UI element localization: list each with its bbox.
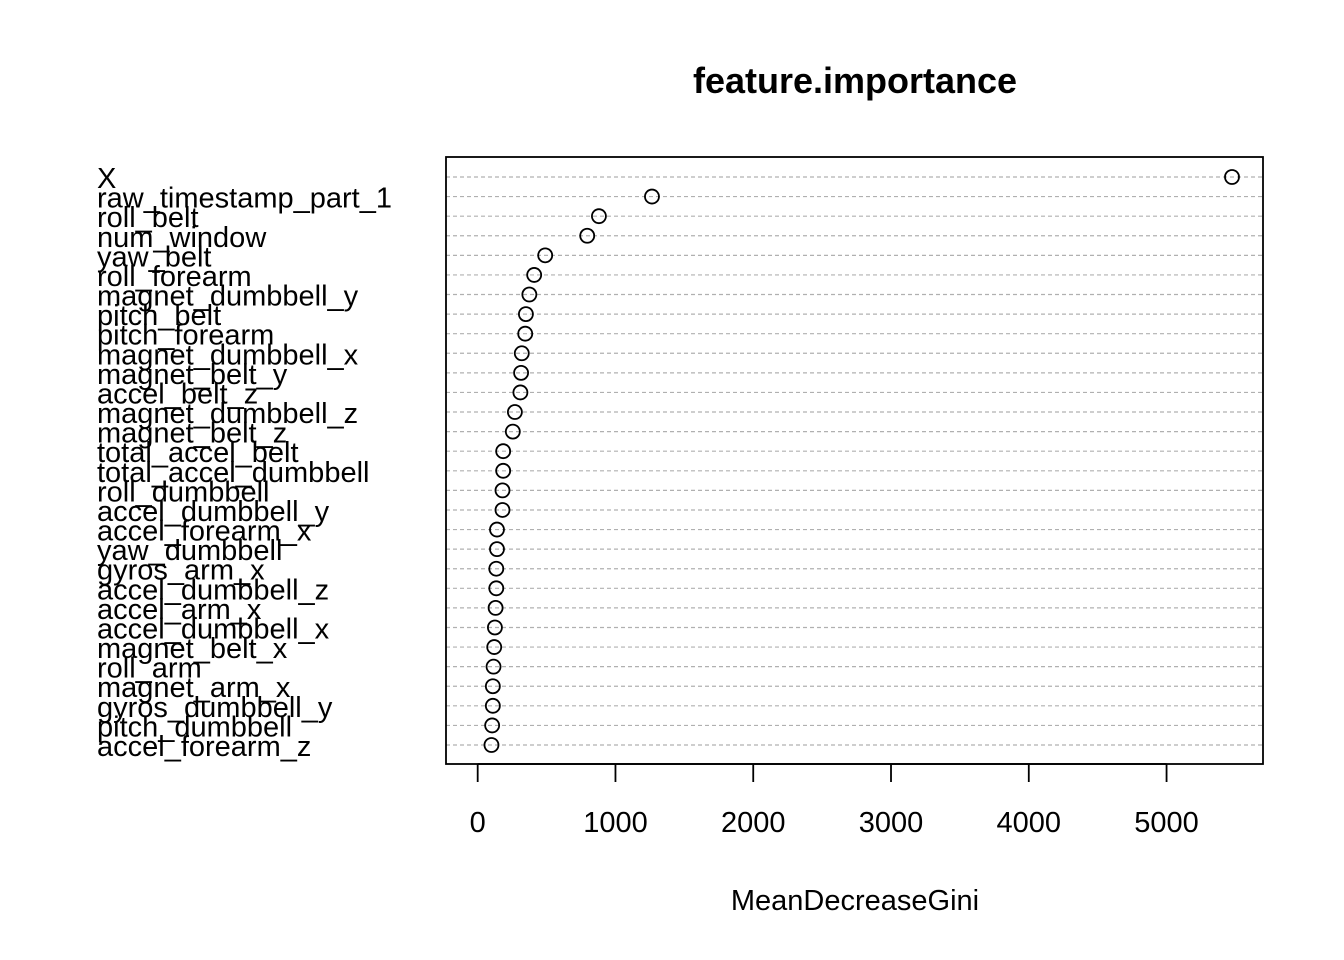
category-label: raw_timestamp_part_1 [97, 183, 392, 215]
data-point [591, 208, 607, 225]
category-label: total_accel_dumbbell [97, 457, 369, 489]
data-point [521, 286, 538, 303]
data-point [488, 580, 505, 597]
x-tick-label: 4000 [997, 807, 1062, 839]
data-point [494, 502, 511, 518]
category-label: accel_forearm_z [97, 731, 311, 763]
x-axis-label: MeanDecreaseGini [731, 885, 979, 917]
category-label: X [97, 163, 116, 195]
category-label: pitch_dumbbell [97, 711, 292, 743]
category-label: accel_dumbbell_x [97, 613, 330, 645]
category-label: accel_belt_z [97, 378, 258, 410]
data-point [495, 462, 512, 479]
category-label: roll_forearm [97, 261, 252, 293]
category-label: pitch_forearm [97, 320, 274, 352]
data-point [484, 717, 501, 734]
data-points [483, 169, 1240, 753]
data-point [1224, 169, 1240, 185]
plot-frame [445, 156, 1264, 765]
data-point [489, 541, 505, 558]
category-label: roll_dumbbell [97, 476, 270, 508]
data-point [537, 247, 554, 264]
data-point [486, 639, 503, 655]
data-point [489, 521, 505, 538]
data-point [518, 306, 534, 323]
x-axis: 0 1000 2000 3000 4000 5000 [470, 763, 1199, 839]
x-tick-label: 1000 [583, 807, 648, 839]
x-tick-label: 3000 [859, 807, 924, 839]
data-point [495, 443, 512, 460]
category-label: pitch_belt [97, 300, 221, 332]
category-label: magnet_belt_y [97, 359, 288, 391]
data-point [487, 599, 504, 616]
data-point [484, 697, 501, 714]
data-point [484, 678, 501, 695]
chart-title: feature.importance [693, 60, 1017, 101]
category-label: accel_forearm_x [97, 516, 312, 548]
category-label: magnet_belt_z [97, 418, 287, 450]
x-tick-label: 5000 [1134, 807, 1199, 839]
category-label: gyros_dumbbell_y [97, 692, 333, 724]
data-point [512, 384, 529, 401]
category-label: yaw_dumbbell [97, 535, 282, 567]
category-label: accel_arm_x [97, 594, 262, 626]
data-point [504, 423, 521, 440]
category-label: total_accel_belt [97, 437, 299, 469]
x-tick-label: 0 [470, 807, 486, 839]
category-labels: Xraw_timestamp_part_1roll_beltnum_window… [97, 163, 392, 763]
data-point [494, 482, 511, 499]
category-label: num_window [97, 222, 267, 254]
category-label: roll_belt [97, 202, 199, 234]
category-label: magnet_belt_x [97, 633, 288, 665]
data-point [644, 188, 660, 205]
x-tick-label: 2000 [721, 807, 786, 839]
category-label: magnet_dumbbell_y [97, 281, 359, 313]
data-point [506, 404, 523, 420]
category-label: accel_dumbbell_y [97, 496, 330, 528]
category-label: yaw_belt [97, 241, 211, 273]
category-label: magnet_arm_x [97, 672, 291, 704]
category-label: roll_arm [97, 653, 202, 685]
category-label: magnet_dumbbell_x [97, 339, 359, 371]
category-label: gyros_arm_x [97, 555, 265, 587]
data-point [513, 364, 529, 381]
data-point [487, 619, 503, 636]
grid-lines [446, 176, 1263, 746]
data-point [513, 345, 530, 362]
data-point [485, 658, 502, 675]
data-point [579, 227, 596, 244]
data-point [517, 325, 534, 342]
category-label: accel_dumbbell_z [97, 574, 329, 606]
category-label: magnet_dumbbell_z [97, 398, 358, 430]
data-point [488, 560, 505, 577]
data-point [526, 267, 543, 283]
data-point [483, 737, 500, 753]
